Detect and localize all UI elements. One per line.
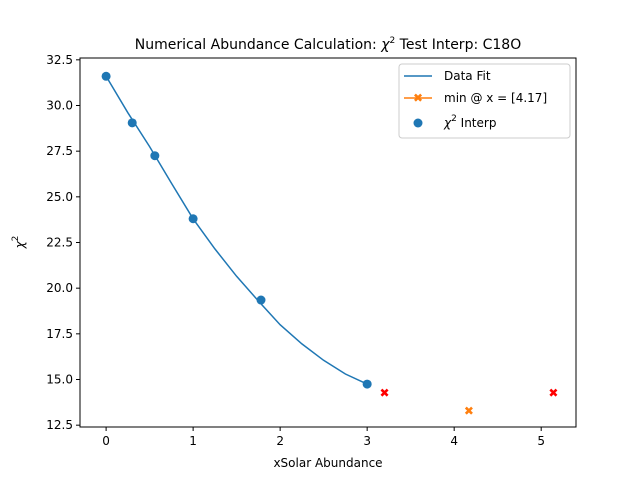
legend-interp-swatch — [413, 118, 423, 128]
legend-interp-label: χ2 Interp — [443, 114, 496, 130]
interp-point — [150, 151, 160, 161]
axes-frame — [79, 57, 577, 428]
legend-interp-chi: χ — [443, 116, 452, 130]
interp-point — [256, 295, 266, 305]
y-tick-label: 22.5 — [46, 236, 73, 250]
legend-interp-exponent: 2 — [451, 114, 457, 124]
legend-frame — [398, 63, 571, 139]
chart-title-chi: χ — [380, 37, 390, 53]
legend-min-marker: ✖ — [413, 91, 423, 105]
y-axis-label-chi: χ — [13, 240, 27, 249]
y-tick-label: 32.5 — [46, 53, 73, 67]
interp-point — [362, 379, 372, 389]
y-tick-label: 12.5 — [46, 418, 73, 432]
chart-title: Numerical Abundance Calculation: χ2 Test… — [135, 36, 521, 53]
chart-title-prefix: Numerical Abundance Calculation: — [135, 37, 381, 53]
legend-fit-label: Data Fit — [444, 69, 491, 83]
extra-point-marker: ✖ — [380, 386, 390, 400]
chart-title-suffix: Test Interp: C18O — [395, 37, 521, 53]
y-tick-label: 15.0 — [46, 373, 73, 387]
y-axis-label: χ2 — [11, 236, 27, 250]
y-axis-label-exponent: 2 — [11, 236, 21, 242]
y-axis: 12.5 15.0 17.5 20.0 22.5 25.0 27.5 30.0 32.5 — [46, 53, 80, 432]
x-tick-label: 3 — [363, 434, 371, 448]
y-tick-label: 27.5 — [46, 144, 73, 158]
chart-title-exponent: 2 — [390, 36, 396, 46]
legend-interp-suffix: Interp — [457, 116, 497, 130]
interp-point — [127, 118, 137, 128]
x-tick-label: 0 — [102, 434, 110, 448]
min-marker: ✖ — [464, 404, 474, 418]
interp-point — [188, 214, 198, 224]
legend-min-label: min @ x = [4.17] — [444, 91, 547, 105]
extra-point-marker: ✖ — [548, 386, 558, 400]
y-tick-label: 25.0 — [46, 190, 73, 204]
plot-area: ✖ ✖ ✖ — [101, 71, 558, 418]
x-tick-label: 2 — [276, 434, 284, 448]
x-tick-label: 4 — [450, 434, 458, 448]
x-tick-label: 1 — [189, 434, 197, 448]
y-tick-label: 20.0 — [46, 281, 73, 295]
x-axis: 0 1 2 3 4 5 — [102, 427, 545, 448]
series-data-fit-line — [105, 75, 368, 385]
legend: Data Fit ✖ min @ x = [4.17] χ2 Interp — [398, 63, 571, 139]
y-tick-label: 17.5 — [46, 327, 73, 341]
y-tick-label: 30.0 — [46, 98, 73, 112]
x-axis-label: xSolar Abundance — [273, 456, 382, 470]
x-tick-label: 5 — [537, 434, 545, 448]
interp-point — [101, 71, 111, 81]
